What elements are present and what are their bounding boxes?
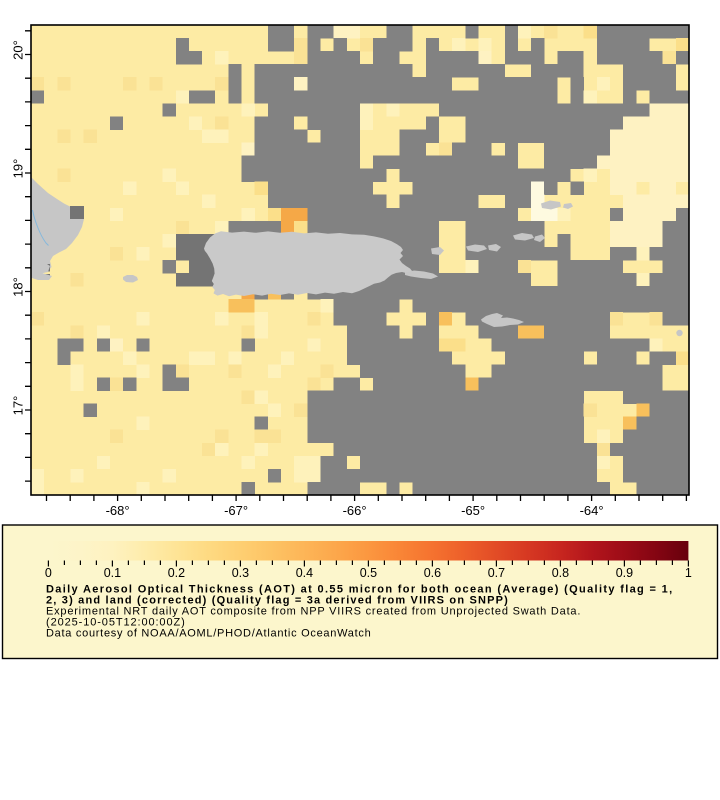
svg-text:0.4: 0.4 xyxy=(296,566,313,580)
svg-text:(2025-10-05T12:00:00Z): (2025-10-05T12:00:00Z) xyxy=(46,617,186,629)
svg-text:0.5: 0.5 xyxy=(360,566,377,580)
svg-text:0.3: 0.3 xyxy=(232,566,249,580)
svg-text:-68°: -68° xyxy=(106,503,130,518)
svg-text:19°: 19° xyxy=(11,159,26,179)
svg-text:-65°: -65° xyxy=(461,503,485,518)
svg-text:0.8: 0.8 xyxy=(552,566,569,580)
svg-text:0.6: 0.6 xyxy=(424,566,441,580)
svg-text:17°: 17° xyxy=(11,396,26,416)
svg-text:0.2: 0.2 xyxy=(168,566,185,580)
svg-text:20°: 20° xyxy=(11,40,26,60)
svg-text:0.9: 0.9 xyxy=(616,566,633,580)
svg-text:Daily Aerosol Optical Thicknes: Daily Aerosol Optical Thickness (AOT) at… xyxy=(46,584,674,596)
svg-text:0: 0 xyxy=(45,566,52,580)
svg-text:-66°: -66° xyxy=(343,503,367,518)
svg-text:Experimental NRT daily AOT com: Experimental NRT daily AOT composite fro… xyxy=(46,606,581,618)
svg-text:0.1: 0.1 xyxy=(104,566,121,580)
svg-text:-64°: -64° xyxy=(580,503,604,518)
svg-text:1: 1 xyxy=(685,566,692,580)
svg-text:Data courtesy of NOAA/AOML/PHO: Data courtesy of NOAA/AOML/PHOD/Atlantic… xyxy=(46,628,371,640)
svg-text:2, 3) and land (corrected) (Qu: 2, 3) and land (corrected) (Quality flag… xyxy=(46,595,509,607)
svg-text:0.7: 0.7 xyxy=(488,566,505,580)
svg-text:-67°: -67° xyxy=(224,503,248,518)
svg-text:18°: 18° xyxy=(11,277,26,297)
